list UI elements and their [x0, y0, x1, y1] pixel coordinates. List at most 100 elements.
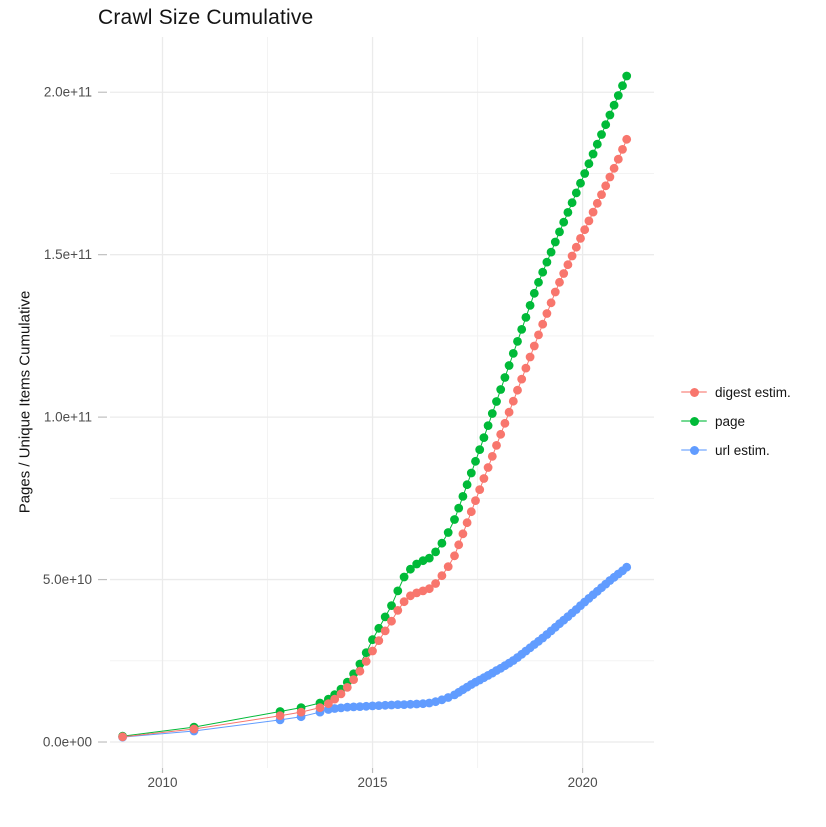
data-point-page	[563, 208, 573, 217]
data-point-page	[525, 301, 535, 310]
data-point-page	[580, 169, 590, 178]
data-point-page	[609, 100, 619, 110]
data-point-page	[496, 385, 506, 394]
data-point-digest-estim-	[454, 540, 464, 550]
data-point-url-estim-	[374, 701, 384, 710]
data-point-digest-estim-	[525, 352, 535, 362]
data-point-url-estim-	[393, 700, 403, 709]
legend-label-digest-estim: digest estim.	[715, 384, 791, 400]
data-point-page	[454, 503, 464, 513]
data-point-page	[466, 468, 476, 478]
data-point-digest-estim-	[513, 385, 522, 395]
data-point-digest-estim-	[521, 363, 531, 373]
data-point-url-estim-	[349, 702, 358, 712]
data-point-digest-estim-	[576, 234, 585, 243]
data-point-page	[559, 217, 569, 227]
legend-label-url-estim: url estim.	[715, 442, 770, 458]
data-point-page	[601, 120, 611, 130]
data-point-digest-estim-	[443, 562, 453, 571]
y-tick-label: 5.0e+10	[43, 572, 92, 587]
data-point-digest-estim-	[605, 172, 615, 182]
data-point-page	[592, 139, 602, 149]
data-point-digest-estim-	[361, 657, 371, 666]
data-point-page	[513, 337, 522, 346]
data-point-page	[406, 564, 415, 574]
data-point-digest-estim-	[424, 584, 434, 594]
data-point-digest-estim-	[584, 216, 594, 226]
data-point-page	[500, 373, 510, 382]
data-point-digest-estim-	[450, 551, 459, 561]
data-point-digest-estim-	[613, 154, 623, 164]
data-point-page	[443, 528, 453, 537]
data-point-digest-estim-	[275, 711, 285, 721]
data-point-url-estim-	[361, 701, 371, 711]
data-point-digest-estim-	[529, 341, 539, 351]
data-point-page	[508, 349, 518, 358]
data-point-page	[584, 159, 594, 169]
data-point-digest-estim-	[597, 190, 606, 200]
data-point-digest-estim-	[555, 277, 564, 287]
data-point-digest-estim-	[546, 298, 556, 308]
legend: digest estim. page url estim.	[681, 380, 791, 467]
data-point-digest-estim-	[189, 724, 199, 734]
chart-title: Crawl Size Cumulative	[98, 6, 314, 29]
data-point-digest-estim-	[487, 452, 497, 461]
data-point-page	[483, 421, 493, 430]
data-point-digest-estim-	[580, 225, 590, 235]
legend-point-swatch	[689, 416, 699, 426]
data-point-digest-estim-	[349, 675, 358, 684]
data-point-digest-estim-	[118, 732, 127, 742]
data-point-page	[462, 480, 472, 490]
data-point-digest-estim-	[492, 441, 501, 450]
data-point-page	[393, 586, 403, 596]
data-point-digest-estim-	[466, 507, 476, 517]
data-point-page	[538, 267, 548, 277]
data-point-digest-estim-	[534, 330, 543, 340]
data-point-digest-estim-	[315, 703, 325, 712]
y-tick-label: 0.0e+00	[43, 735, 92, 750]
data-point-page	[613, 91, 623, 100]
data-point-url-estim-	[399, 700, 409, 709]
data-point-page	[387, 601, 396, 610]
y-tick-label: 1.0e+11	[44, 410, 92, 425]
data-point-digest-estim-	[504, 407, 514, 417]
data-point-digest-estim-	[437, 571, 447, 581]
legend-point-swatch	[689, 387, 699, 397]
legend-key-url-estim	[681, 441, 707, 459]
data-point-digest-estim-	[517, 374, 527, 384]
data-point-url-estim-	[406, 699, 415, 709]
data-point-url-estim-	[387, 700, 396, 710]
data-point-digest-estim-	[399, 597, 409, 607]
x-tick-label: 2015	[358, 775, 388, 790]
data-point-page	[588, 149, 598, 159]
data-point-page	[555, 227, 564, 237]
y-tick-label: 1.5e+11	[44, 247, 92, 262]
data-point-url-estim-	[355, 702, 365, 711]
data-point-digest-estim-	[483, 463, 493, 472]
data-point-digest-estim-	[475, 485, 485, 494]
legend-item-digest-estim: digest estim.	[681, 380, 791, 404]
data-point-digest-estim-	[542, 309, 552, 318]
data-point-digest-estim-	[588, 207, 598, 217]
data-point-digest-estim-	[479, 474, 489, 483]
data-point-page	[571, 188, 581, 198]
data-point-url-estim-	[368, 701, 377, 711]
data-point-digest-estim-	[563, 260, 573, 270]
data-point-page	[550, 237, 560, 247]
data-point-page	[597, 130, 606, 139]
data-point-digest-estim-	[592, 198, 602, 208]
y-tick-label: 2.0e+11	[44, 85, 92, 100]
data-point-digest-estim-	[355, 666, 365, 676]
data-point-page	[534, 277, 543, 287]
data-point-page	[450, 515, 459, 524]
data-point-page	[521, 313, 531, 322]
data-point-digest-estim-	[336, 689, 346, 699]
data-point-page	[504, 361, 514, 370]
data-point-digest-estim-	[368, 646, 377, 656]
data-point-url-estim-	[342, 702, 352, 712]
data-point-digest-estim-	[567, 251, 577, 261]
data-point-digest-estim-	[458, 529, 468, 539]
y-axis-title: Pages / Unique Items Cumulative	[16, 290, 34, 514]
data-point-digest-estim-	[330, 694, 340, 704]
